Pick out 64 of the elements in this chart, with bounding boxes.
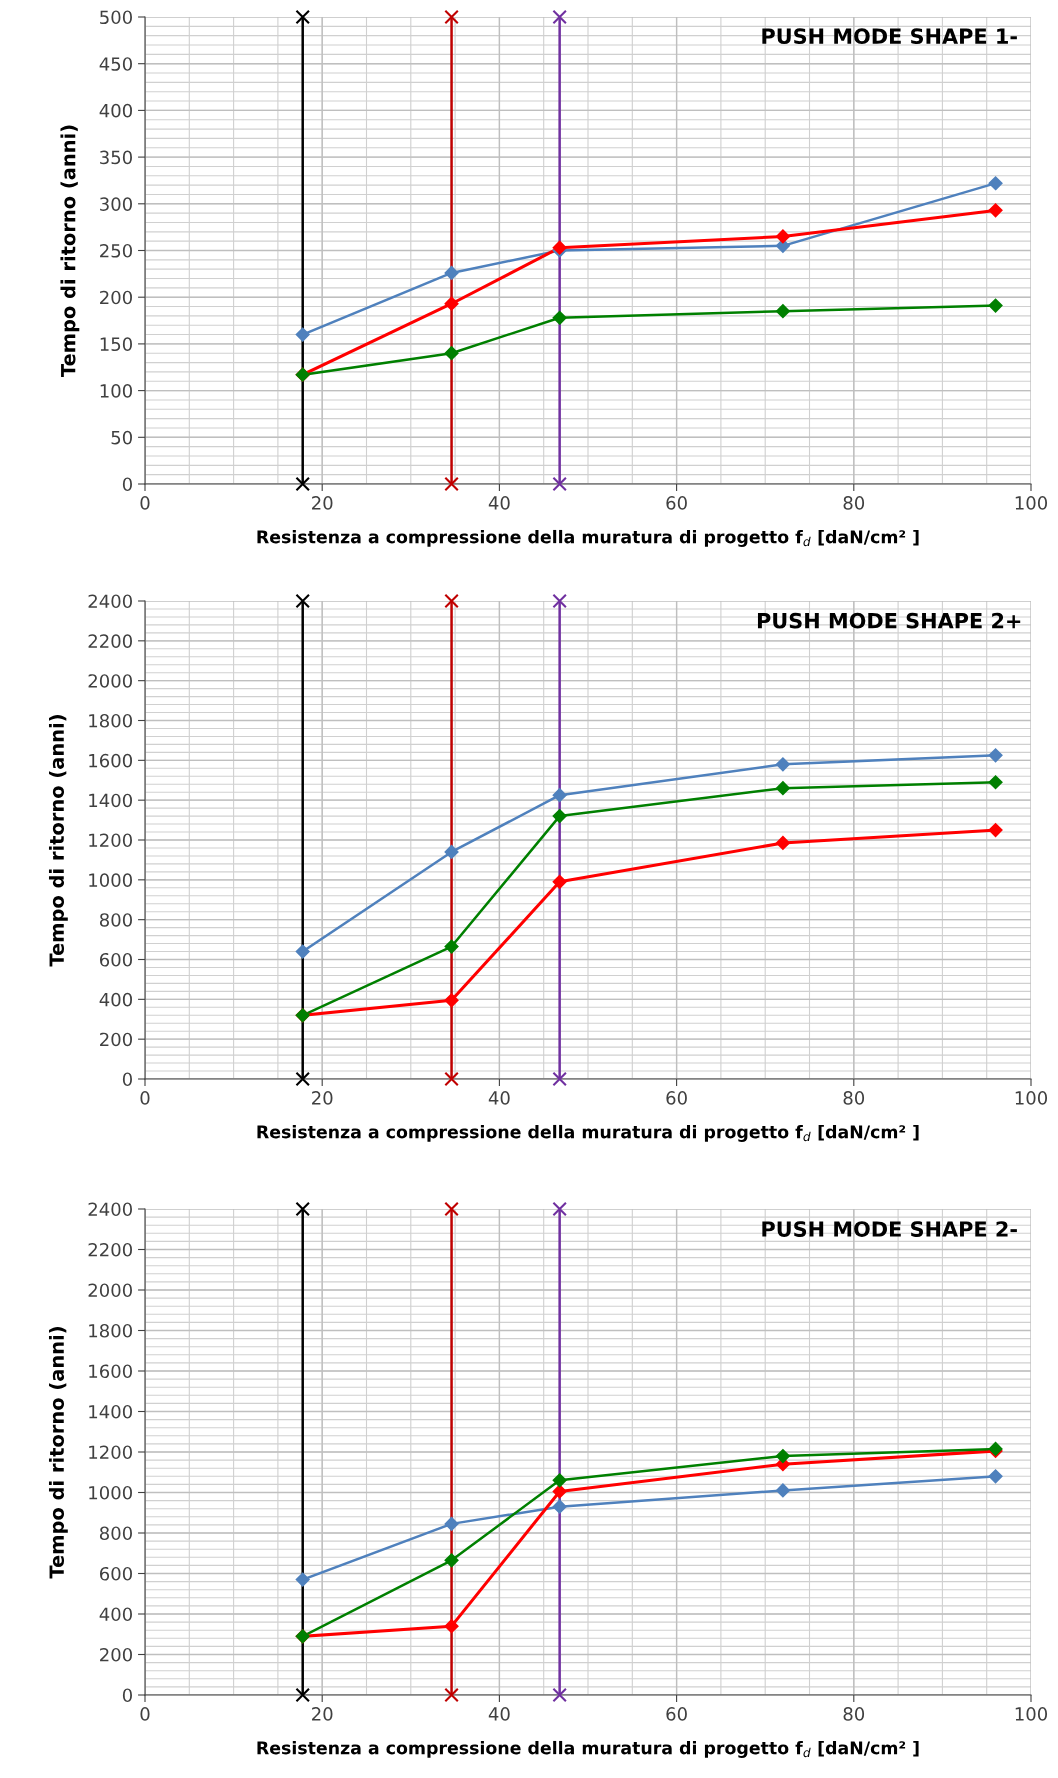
y-tick-label: 2400 (88, 1202, 132, 1217)
y-tick-label: 450 (99, 57, 132, 71)
chart-title: PUSH MODE SHAPE 2+ (757, 612, 1021, 629)
y-tick-label: 1400 (89, 1404, 132, 1419)
y-tick-label: 2400 (88, 594, 132, 609)
y-tick-label: 1600 (89, 1364, 132, 1379)
y-tick-label: 2200 (88, 634, 132, 648)
y-tick-label: 350 (100, 150, 132, 165)
y-tick-label: 1600 (89, 753, 132, 768)
y-tick-label: 1000 (89, 873, 132, 887)
y-tick-label: 200 (100, 1032, 132, 1047)
y-tick-label: 300 (100, 197, 132, 211)
y-tick-label: 800 (99, 1526, 132, 1541)
y-tick-label: 400 (99, 103, 132, 118)
x-tick-label: 80 (843, 1091, 865, 1105)
y-tick-label: 400 (99, 1607, 132, 1622)
y-tick-label: 200 (100, 290, 132, 305)
x-axis-title: Resistenza a compressione della muratura di progetto f$_{d}$ [daN/cm² ] (257, 1124, 919, 1142)
y-tick-label: 1000 (89, 1485, 132, 1500)
chart-title: PUSH MODE SHAPE 1- (762, 28, 1017, 45)
y-tick-label: 1400 (89, 793, 132, 808)
x-tick-label: 0 (140, 1091, 150, 1105)
chart-title: PUSH MODE SHAPE 2- (762, 1221, 1017, 1237)
y-tick-label: 100 (100, 384, 132, 398)
y-tick-label: 250 (100, 243, 132, 258)
y-tick-label: 600 (99, 952, 132, 967)
x-tick-label: 20 (312, 1707, 333, 1721)
y-tick-label: 0 (122, 1072, 132, 1087)
x-tick-label: 20 (312, 496, 333, 510)
y-axis-title: Tempo di ritorno (anni) (48, 715, 68, 967)
y-tick-label: 1200 (89, 833, 132, 848)
x-tick-label: 100 (1015, 496, 1048, 510)
y-tick-label: 50 (111, 430, 132, 445)
y-tick-label: 1800 (89, 1323, 132, 1338)
y-tick-label: 500 (100, 10, 132, 25)
x-tick-label: 80 (843, 1707, 865, 1721)
y-tick-label: 2000 (88, 1283, 132, 1298)
y-tick-label: 150 (100, 337, 132, 352)
y-axis-title: Tempo di ritorno (anni) (60, 125, 80, 378)
x-tick-label: 60 (666, 1091, 687, 1105)
y-tick-label: 400 (99, 992, 132, 1007)
x-tick-label: 20 (312, 1091, 333, 1105)
x-tick-label: 80 (843, 496, 865, 510)
x-tick-label: 40 (488, 1707, 510, 1721)
y-tick-label: 200 (100, 1647, 132, 1662)
y-axis-title: Tempo di ritorno (anni) (48, 1327, 68, 1579)
x-axis-title: Resistenza a compressione della muratura di progetto f$_{d}$ [daN/cm² ] (257, 1740, 919, 1758)
x-axis-title: Resistenza a compressione della muratura di progetto f$_{d}$ [daN/cm² ] (257, 529, 919, 547)
x-tick-label: 40 (488, 496, 510, 510)
x-tick-label: 0 (140, 496, 150, 510)
y-tick-label: 800 (99, 913, 132, 927)
y-tick-label: 0 (122, 477, 132, 492)
y-tick-label: 2000 (88, 674, 132, 688)
x-tick-label: 60 (666, 496, 687, 510)
x-tick-label: 100 (1015, 1707, 1048, 1721)
y-tick-label: 600 (99, 1566, 132, 1581)
y-tick-label: 2200 (88, 1242, 132, 1257)
y-tick-label: 1200 (89, 1445, 132, 1460)
y-tick-label: 1800 (89, 713, 132, 728)
x-tick-label: 100 (1015, 1091, 1048, 1105)
x-tick-label: 40 (488, 1091, 510, 1105)
y-tick-label: 0 (122, 1688, 132, 1703)
x-tick-label: 60 (666, 1707, 687, 1721)
x-tick-label: 0 (140, 1707, 150, 1721)
